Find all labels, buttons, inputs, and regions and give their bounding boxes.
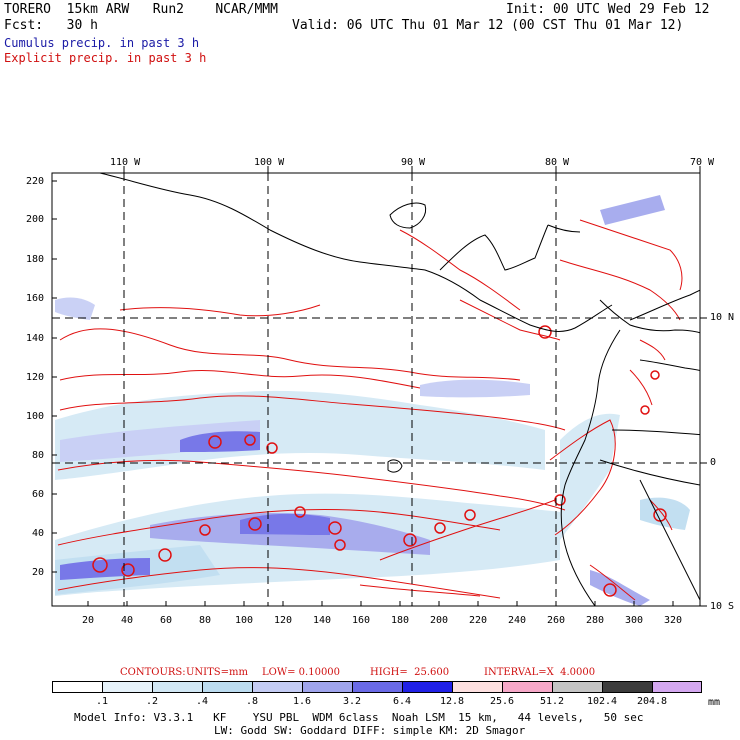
- contour-high: HIGH= 25.600: [370, 667, 450, 678]
- colorbar-label: 102.4: [586, 696, 618, 707]
- x-tick-160: 160: [352, 615, 371, 626]
- colorbar-label: .1: [95, 696, 109, 707]
- colorbar-label: 12.8: [439, 696, 465, 707]
- contour-interval: INTERVAL=X 4.0000: [484, 667, 596, 678]
- colorbar-bin: [652, 681, 702, 693]
- x-tick-180: 180: [391, 615, 410, 626]
- colorbar-label: .8: [245, 696, 259, 707]
- colorbar-label: 204.8: [636, 696, 668, 707]
- x-tick-120: 120: [274, 615, 293, 626]
- x-tick-280: 280: [586, 615, 605, 626]
- colorbar-bin: [152, 681, 203, 693]
- lon-label-100w: 100 W: [254, 157, 285, 168]
- y-tick-140: 140: [26, 333, 45, 344]
- x-tick-20: 20: [82, 615, 95, 626]
- x-tick-40: 40: [121, 615, 134, 626]
- colorbar-label: .4: [195, 696, 209, 707]
- coastline: [99, 173, 700, 606]
- valid-time: Valid: 06 UTC Thu 01 Mar 12 (00 CST Thu …: [292, 18, 684, 33]
- x-tick-220: 220: [469, 615, 488, 626]
- contour-units: UNITS=mm: [186, 667, 248, 678]
- init-time: Init: 00 UTC Wed 29 Feb 12: [506, 2, 710, 17]
- colorbar-bin: [502, 681, 553, 693]
- colorbar-bin: [52, 681, 103, 693]
- x-tick-100: 100: [235, 615, 254, 626]
- bottom-ticks: [87, 601, 674, 606]
- y-tick-160: 160: [26, 293, 45, 304]
- lat-label-10n: 10 N: [710, 312, 735, 323]
- y-tick-20: 20: [32, 567, 45, 578]
- model-info: Model Info: V3.3.1 KF YSU PBL WDM 6class…: [74, 711, 644, 724]
- lon-label-110w: 110 W: [110, 157, 141, 168]
- y-tick-120: 120: [26, 372, 45, 383]
- forecast-hour: Fcst: 30 h: [4, 18, 98, 33]
- contour-low: LOW= 0.10000: [262, 667, 341, 678]
- colorbar-label: .2: [145, 696, 159, 707]
- lon-label-70w: 70 W: [690, 157, 715, 168]
- right-ticks: [700, 317, 707, 607]
- colorbar-label: 3.2: [342, 696, 362, 707]
- colorbar-bin: [452, 681, 503, 693]
- lat-label-10s: 10 S: [710, 601, 735, 612]
- map-frame: [51, 172, 701, 607]
- x-tick-200: 200: [430, 615, 449, 626]
- colorbar-label: 51.2: [539, 696, 565, 707]
- lat-label-0: 0: [710, 457, 717, 468]
- y-tick-180: 180: [26, 254, 45, 265]
- explicit-contours: [57, 219, 683, 601]
- y-tick-40: 40: [32, 528, 45, 539]
- explicit-legend: Explicit precip. in past 3 h: [4, 51, 207, 65]
- x-tick-320: 320: [664, 615, 683, 626]
- colorbar-label: 25.6: [489, 696, 515, 707]
- x-tick-300: 300: [625, 615, 644, 626]
- top-ticks: [123, 166, 701, 173]
- colorbar-label: 1.6: [292, 696, 312, 707]
- cumulus-shading: [55, 195, 690, 606]
- y-tick-60: 60: [32, 489, 45, 500]
- colorbar-label: 6.4: [392, 696, 412, 707]
- model-title: TORERO 15km ARW Run2 NCAR/MMM: [4, 2, 278, 17]
- colorbar-bin: [252, 681, 303, 693]
- y-tick-220: 220: [26, 176, 45, 187]
- colorbar-unit: mm: [708, 697, 721, 708]
- x-tick-240: 240: [508, 615, 527, 626]
- colorbar-bin: [102, 681, 153, 693]
- y-tick-200: 200: [26, 214, 45, 225]
- colorbar-bin: [202, 681, 253, 693]
- x-tick-140: 140: [313, 615, 332, 626]
- y-tick-80: 80: [32, 450, 45, 461]
- lon-label-80w: 80 W: [545, 157, 570, 168]
- cumulus-legend: Cumulus precip. in past 3 h: [4, 36, 200, 50]
- x-tick-60: 60: [160, 615, 173, 626]
- y-tick-100: 100: [26, 411, 45, 422]
- x-tick-260: 260: [547, 615, 566, 626]
- contour-label: CONTOURS:: [120, 667, 186, 678]
- colorbar-bin: [602, 681, 653, 693]
- model-physics: LW: Godd SW: Goddard DIFF: simple KM: 2D…: [214, 724, 526, 737]
- x-tick-80: 80: [199, 615, 212, 626]
- colorbar-bin: [352, 681, 403, 693]
- colorbar-bin: [552, 681, 603, 693]
- left-ticks: [52, 180, 57, 573]
- colorbar-bin: [302, 681, 353, 693]
- colorbar-bin: [402, 681, 453, 693]
- lon-label-90w: 90 W: [401, 157, 426, 168]
- lat-lon-grid: [52, 173, 700, 606]
